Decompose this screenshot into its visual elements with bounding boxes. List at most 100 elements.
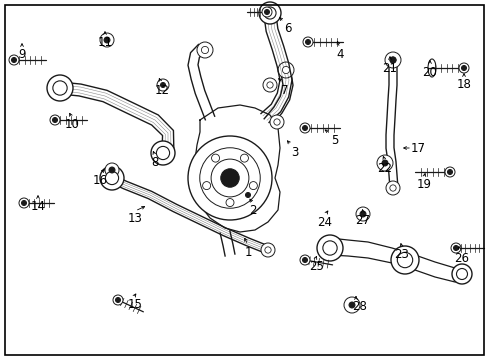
Circle shape — [105, 163, 119, 177]
Circle shape — [278, 62, 293, 78]
Text: 10: 10 — [64, 118, 79, 131]
Polygon shape — [59, 82, 173, 161]
Text: 11: 11 — [97, 36, 112, 49]
Circle shape — [447, 170, 451, 175]
Text: 14: 14 — [30, 201, 45, 213]
Circle shape — [264, 7, 276, 19]
Circle shape — [264, 247, 270, 253]
Circle shape — [389, 57, 395, 63]
Circle shape — [305, 40, 310, 45]
Text: 16: 16 — [92, 175, 107, 188]
Circle shape — [201, 46, 208, 54]
Polygon shape — [193, 105, 280, 232]
Polygon shape — [261, 14, 291, 122]
Polygon shape — [220, 231, 234, 256]
Circle shape — [316, 235, 342, 261]
Circle shape — [389, 185, 395, 191]
Polygon shape — [108, 174, 269, 254]
Text: 17: 17 — [409, 141, 425, 154]
Text: 26: 26 — [453, 252, 468, 265]
Circle shape — [187, 136, 271, 220]
Circle shape — [50, 115, 60, 125]
Circle shape — [343, 297, 359, 313]
Polygon shape — [325, 238, 464, 282]
Text: 28: 28 — [352, 301, 366, 314]
Circle shape — [264, 9, 269, 14]
Text: 13: 13 — [127, 211, 142, 225]
Circle shape — [385, 181, 399, 195]
Text: 25: 25 — [309, 261, 324, 274]
Circle shape — [115, 297, 120, 302]
Circle shape — [197, 42, 213, 58]
Circle shape — [299, 123, 309, 133]
Circle shape — [47, 75, 73, 101]
Circle shape — [100, 166, 124, 190]
Text: 24: 24 — [317, 216, 332, 229]
Circle shape — [21, 201, 26, 206]
Circle shape — [243, 190, 252, 200]
Ellipse shape — [427, 59, 435, 77]
Text: 5: 5 — [331, 134, 338, 147]
Circle shape — [452, 246, 458, 251]
Text: 8: 8 — [151, 157, 159, 170]
Circle shape — [355, 207, 369, 221]
Circle shape — [322, 241, 336, 255]
Text: 20: 20 — [422, 66, 437, 78]
Circle shape — [450, 243, 460, 253]
Circle shape — [52, 117, 58, 122]
Circle shape — [282, 66, 289, 73]
Circle shape — [269, 115, 284, 129]
Circle shape — [389, 57, 395, 63]
Circle shape — [105, 171, 119, 185]
Circle shape — [53, 81, 67, 95]
Text: 4: 4 — [336, 49, 343, 62]
Circle shape — [381, 160, 387, 166]
Circle shape — [444, 167, 454, 177]
Circle shape — [302, 257, 307, 262]
Text: 7: 7 — [281, 84, 288, 96]
Circle shape — [200, 148, 260, 208]
Circle shape — [225, 199, 234, 207]
Circle shape — [451, 264, 471, 284]
Circle shape — [240, 154, 248, 162]
Circle shape — [273, 119, 280, 125]
Text: 9: 9 — [18, 49, 26, 62]
Circle shape — [220, 169, 239, 187]
Polygon shape — [385, 60, 397, 188]
Circle shape — [376, 155, 392, 171]
Text: 12: 12 — [154, 84, 169, 96]
Circle shape — [100, 33, 114, 47]
Circle shape — [259, 2, 281, 24]
Circle shape — [266, 82, 273, 88]
Circle shape — [104, 37, 110, 43]
Text: 15: 15 — [127, 298, 142, 311]
Text: 27: 27 — [355, 213, 370, 226]
Circle shape — [109, 167, 115, 173]
Text: 2: 2 — [249, 204, 256, 217]
Polygon shape — [187, 45, 214, 120]
Circle shape — [211, 154, 219, 162]
Circle shape — [348, 302, 354, 308]
Circle shape — [19, 198, 29, 208]
Circle shape — [396, 252, 412, 268]
Circle shape — [160, 82, 165, 87]
Circle shape — [157, 79, 169, 91]
Circle shape — [359, 211, 365, 217]
Circle shape — [390, 246, 418, 274]
Circle shape — [299, 255, 309, 265]
Text: 3: 3 — [291, 145, 298, 158]
Text: 22: 22 — [377, 162, 392, 175]
Circle shape — [211, 159, 248, 197]
Circle shape — [113, 295, 123, 305]
Circle shape — [302, 126, 307, 130]
Circle shape — [202, 181, 210, 190]
Circle shape — [263, 78, 276, 92]
Circle shape — [156, 147, 169, 159]
Text: 1: 1 — [244, 247, 251, 260]
Text: 18: 18 — [456, 78, 470, 91]
Text: 6: 6 — [284, 22, 291, 35]
Circle shape — [458, 63, 468, 73]
Circle shape — [303, 37, 312, 47]
Polygon shape — [264, 72, 292, 125]
Circle shape — [461, 66, 466, 71]
